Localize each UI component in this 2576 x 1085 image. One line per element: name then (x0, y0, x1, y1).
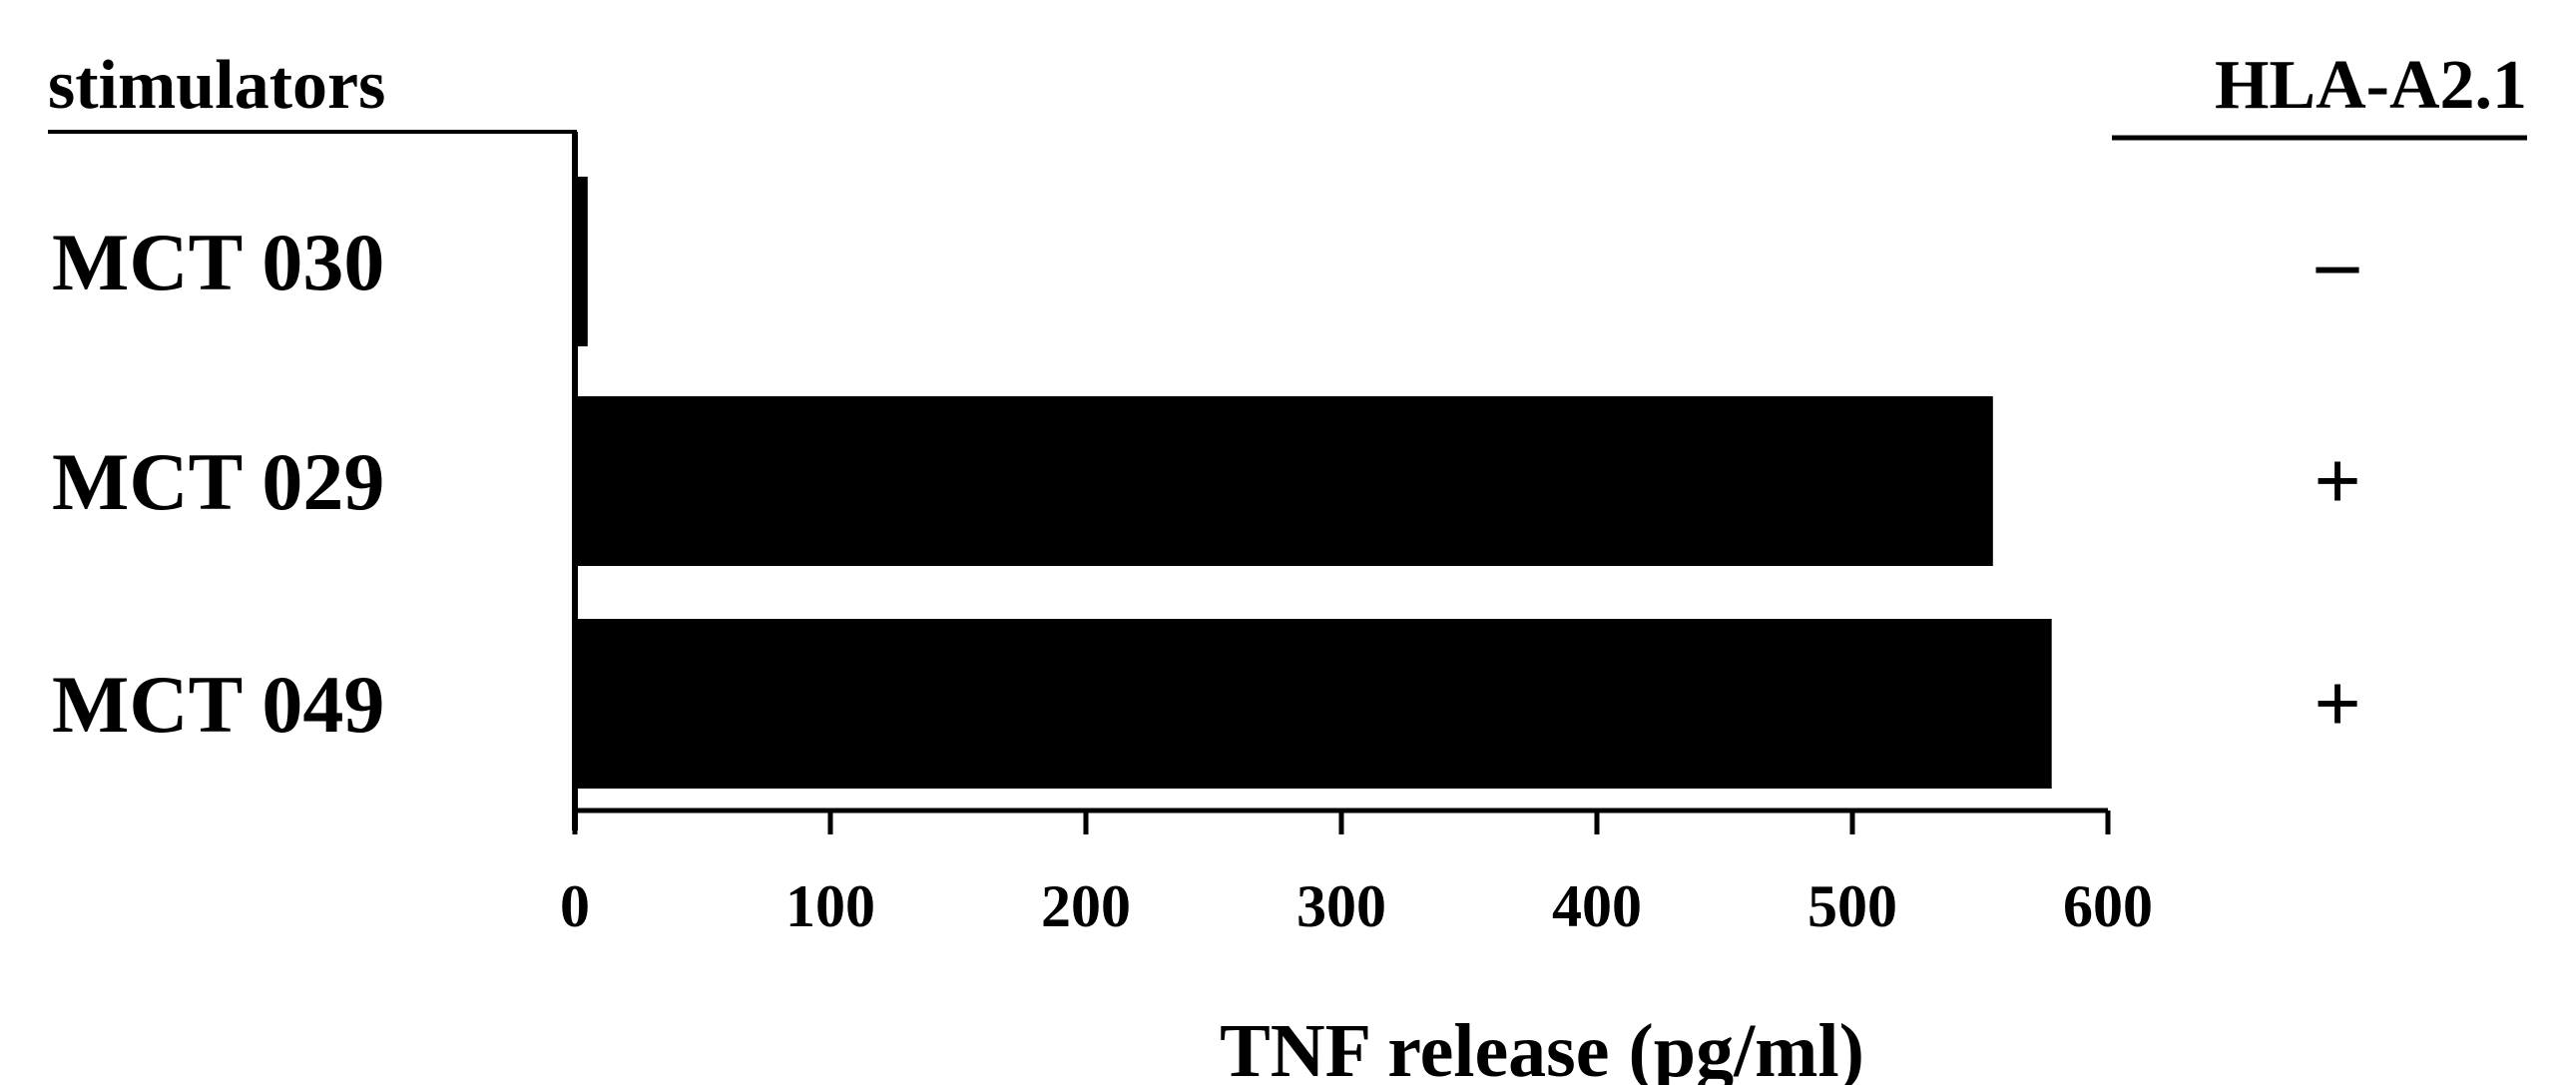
x-tick-label: 200 (1041, 873, 1131, 939)
annotation-values: – + + (2314, 216, 2361, 751)
bar-mct-030 (575, 177, 588, 346)
x-tick-label: 100 (785, 873, 875, 939)
bar-mct-029 (575, 396, 1993, 566)
annotation-value: + (2314, 658, 2361, 751)
x-tick-label: 500 (1807, 873, 1897, 939)
x-tick-label: 600 (2063, 873, 2153, 939)
x-tick-label: 300 (1296, 873, 1386, 939)
bars-layer (575, 177, 2052, 789)
row-header-label: stimulators (48, 47, 385, 124)
annotation-value: + (2314, 435, 2361, 528)
category-label: MCT 049 (52, 659, 384, 750)
annotation-value: – (2316, 216, 2359, 308)
bar-mct-049 (575, 619, 2052, 789)
category-label: MCT 029 (52, 436, 384, 527)
x-tick-label: 400 (1552, 873, 1642, 939)
x-axis-label: TNF release (pg/ml) (1220, 1009, 1864, 1085)
category-labels: MCT 030 MCT 029 MCT 049 (52, 217, 384, 750)
x-tick-label: 0 (560, 873, 590, 939)
x-ticks-layer: 0 100 200 300 400 500 600 (560, 811, 2153, 939)
category-label: MCT 030 (52, 217, 384, 307)
annotation-header: HLA-A2.1 (2215, 47, 2527, 124)
